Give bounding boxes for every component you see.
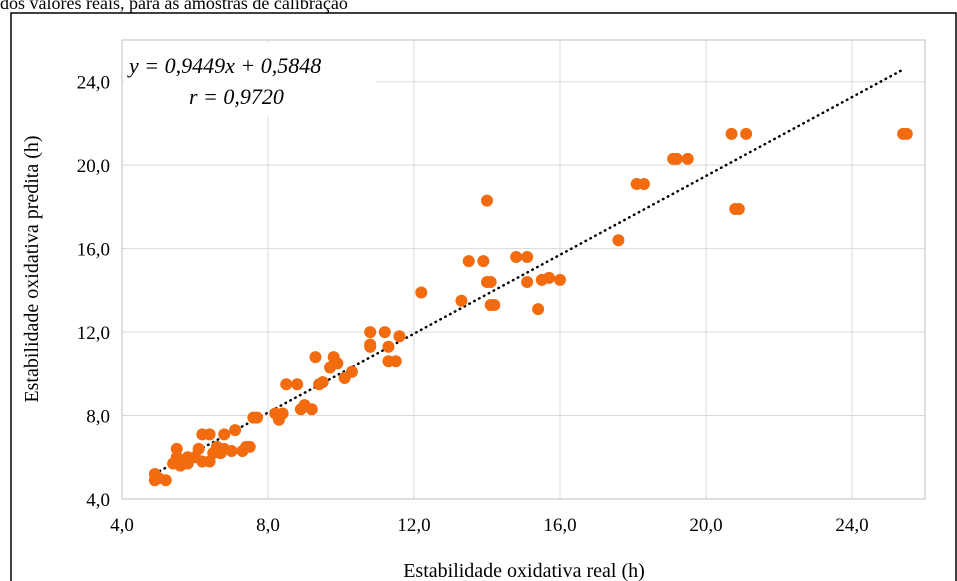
data-point xyxy=(225,445,238,458)
data-point xyxy=(345,365,358,378)
x-tick-label: 24,0 xyxy=(835,515,868,536)
y-tick-label: 24,0 xyxy=(77,73,110,94)
y-axis-title: Estabilidade oxidativa predita (h) xyxy=(21,135,43,402)
data-point xyxy=(612,234,625,247)
data-point xyxy=(477,255,490,268)
data-point xyxy=(484,276,497,289)
data-point xyxy=(218,428,231,441)
data-point xyxy=(532,303,545,316)
data-point xyxy=(276,407,289,420)
x-tick-label: 20,0 xyxy=(689,515,722,536)
data-point xyxy=(481,194,493,207)
data-point xyxy=(637,177,650,190)
y-tick-label: 12,0 xyxy=(77,323,110,344)
data-point xyxy=(521,250,534,263)
x-tick-label: 4,0 xyxy=(110,515,134,536)
data-point xyxy=(291,378,304,391)
x-axis-title: Estabilidade oxidativa real (h) xyxy=(403,560,645,581)
x-tick-labels: 4,0 8,0 12,0 16,0 20,0 24,0 xyxy=(110,515,869,536)
data-point xyxy=(900,127,913,140)
data-point xyxy=(364,340,377,353)
data-point xyxy=(364,326,377,339)
data-point xyxy=(543,271,556,284)
data-point xyxy=(455,294,468,307)
data-point xyxy=(488,298,501,311)
y-tick-label: 8,0 xyxy=(86,407,110,428)
data-point xyxy=(192,442,205,455)
data-point xyxy=(159,474,172,487)
y-tick-label: 4,0 xyxy=(86,490,110,511)
plot-area-border xyxy=(121,39,926,500)
data-point xyxy=(393,330,406,343)
correlation-coefficient: r = 0,9720 xyxy=(189,84,284,109)
data-point xyxy=(378,326,391,339)
data-point xyxy=(554,273,566,286)
x-tick-label: 16,0 xyxy=(543,515,576,536)
data-point xyxy=(280,378,293,391)
data-point xyxy=(251,411,264,424)
data-points xyxy=(148,127,913,487)
y-tick-label: 16,0 xyxy=(77,240,110,261)
data-point xyxy=(243,440,256,453)
trendline-group xyxy=(153,68,905,475)
equation-box xyxy=(124,43,376,117)
data-point xyxy=(203,428,216,441)
trendline xyxy=(153,68,905,475)
figure-caption: dos valores reais, para as amostras de c… xyxy=(0,0,348,13)
data-point xyxy=(725,127,738,140)
data-point xyxy=(316,376,329,389)
data-point xyxy=(331,357,344,370)
data-point xyxy=(382,340,395,353)
regression-equation: y = 0,9449x + 0,5848 xyxy=(127,53,321,78)
data-point xyxy=(681,152,694,165)
data-point xyxy=(521,276,534,289)
y-tick-labels: 4,0 8,0 12,0 16,0 20,0 24,0 xyxy=(77,73,110,511)
data-point xyxy=(462,255,475,268)
data-point xyxy=(170,442,183,455)
data-point xyxy=(305,403,318,416)
data-point xyxy=(732,202,745,215)
data-point xyxy=(389,355,402,368)
data-point xyxy=(740,127,753,140)
y-tick-label: 20,0 xyxy=(77,156,110,177)
data-point xyxy=(415,286,428,299)
data-point xyxy=(510,250,523,263)
data-point xyxy=(229,424,242,437)
data-point xyxy=(309,351,322,364)
x-tick-label: 12,0 xyxy=(397,515,430,536)
data-point xyxy=(670,152,683,165)
x-tick-label: 8,0 xyxy=(256,515,280,536)
